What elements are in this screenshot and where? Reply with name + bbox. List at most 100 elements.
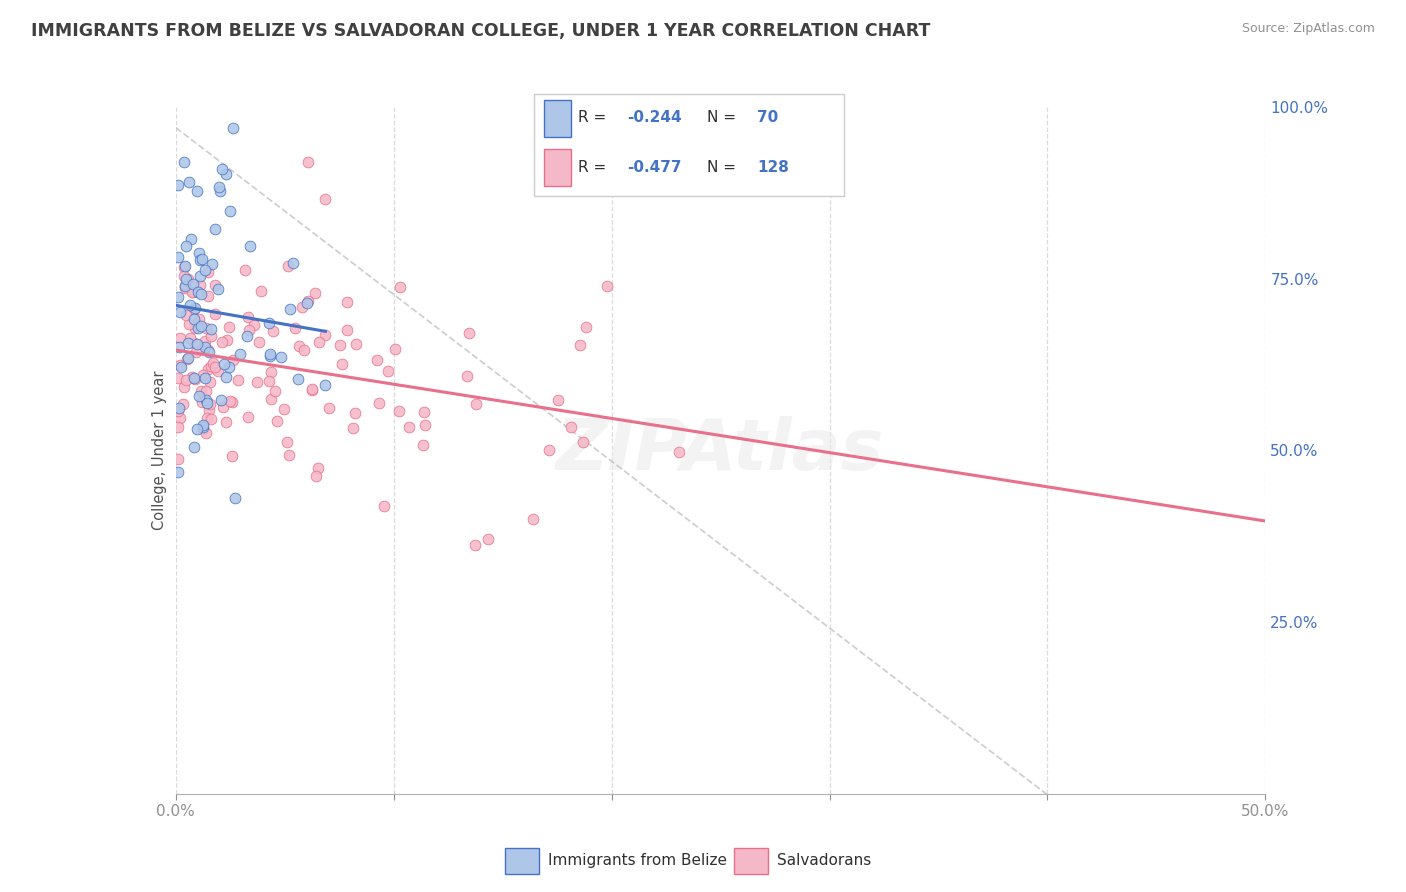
Point: [174, 373, 197, 387]
Point: [179, 317, 201, 331]
Point: [215, 167, 238, 181]
Point: [228, 347, 250, 361]
Text: 70: 70: [756, 110, 779, 125]
Point: [373, 499, 395, 513]
Point: [186, 337, 208, 351]
Point: [200, 329, 222, 343]
Point: [477, 533, 499, 547]
Point: [188, 246, 211, 260]
Point: [344, 337, 367, 351]
Point: [167, 403, 190, 417]
Text: -0.477: -0.477: [627, 160, 682, 175]
Point: [522, 512, 544, 526]
Point: [204, 307, 226, 321]
Point: [304, 286, 326, 301]
Point: [167, 290, 190, 304]
Point: [190, 287, 212, 301]
Point: [194, 334, 217, 349]
Point: [278, 448, 301, 462]
Point: [208, 180, 231, 194]
Point: [190, 319, 212, 334]
Point: [173, 260, 195, 274]
Point: [204, 278, 226, 293]
Point: [250, 285, 273, 299]
Point: [329, 338, 352, 352]
Point: [187, 320, 209, 334]
Point: [188, 389, 211, 403]
Text: Salvadorans: Salvadorans: [778, 853, 872, 868]
Point: [456, 369, 478, 384]
Text: N =: N =: [707, 160, 741, 175]
Point: [169, 331, 191, 345]
Point: [336, 295, 359, 310]
Point: [198, 345, 221, 359]
Point: [191, 418, 214, 433]
Point: [260, 392, 283, 407]
Point: [167, 419, 190, 434]
Point: [174, 278, 197, 293]
Point: [177, 175, 200, 189]
Point: [184, 345, 207, 359]
Point: [218, 319, 240, 334]
Bar: [734, 848, 768, 874]
Point: [183, 301, 205, 316]
Point: [571, 434, 593, 449]
Point: [277, 259, 299, 273]
Point: [212, 357, 235, 371]
Point: [183, 311, 205, 326]
Point: [197, 289, 219, 303]
Point: [292, 343, 315, 357]
Point: [204, 360, 226, 375]
Point: [169, 411, 191, 425]
Point: [276, 435, 298, 450]
Text: R =: R =: [578, 160, 610, 175]
Point: [173, 260, 195, 274]
Point: [307, 460, 329, 475]
Point: [188, 277, 211, 292]
Point: [297, 295, 319, 310]
Text: IMMIGRANTS FROM BELIZE VS SALVADORAN COLLEGE, UNDER 1 YEAR CORRELATION CHART: IMMIGRANTS FROM BELIZE VS SALVADORAN COL…: [31, 22, 931, 40]
Point: [560, 420, 582, 434]
Point: [297, 293, 319, 308]
Point: [187, 285, 209, 299]
Point: [596, 278, 619, 293]
Point: [287, 372, 309, 386]
Point: [183, 320, 205, 334]
Point: [283, 256, 305, 270]
Point: [174, 278, 197, 293]
Point: [174, 239, 197, 253]
Point: [547, 393, 569, 408]
Point: [183, 301, 205, 315]
Text: -0.244: -0.244: [627, 110, 682, 125]
Point: [169, 358, 191, 372]
Point: [318, 401, 340, 416]
Point: [224, 491, 246, 506]
Text: Source: ZipAtlas.com: Source: ZipAtlas.com: [1241, 22, 1375, 36]
Point: [257, 316, 280, 330]
Point: [308, 335, 330, 350]
Point: [668, 444, 690, 458]
Point: [195, 393, 218, 408]
Point: [259, 365, 281, 379]
Point: [167, 452, 190, 467]
Point: [198, 375, 221, 389]
Point: [195, 425, 218, 440]
Point: [204, 221, 226, 235]
Point: [238, 323, 260, 337]
Point: [191, 422, 214, 436]
Point: [181, 285, 204, 299]
Text: R =: R =: [578, 110, 610, 125]
Bar: [544, 149, 571, 186]
Point: [187, 311, 209, 326]
Point: [211, 334, 233, 349]
Point: [574, 320, 596, 334]
Point: [195, 396, 218, 410]
Point: [181, 277, 204, 291]
Point: [191, 368, 214, 382]
Y-axis label: College, Under 1 year: College, Under 1 year: [152, 371, 167, 530]
Point: [314, 192, 336, 206]
Point: [214, 369, 236, 384]
Point: [172, 397, 194, 411]
Point: [194, 340, 217, 354]
Point: [207, 364, 229, 378]
